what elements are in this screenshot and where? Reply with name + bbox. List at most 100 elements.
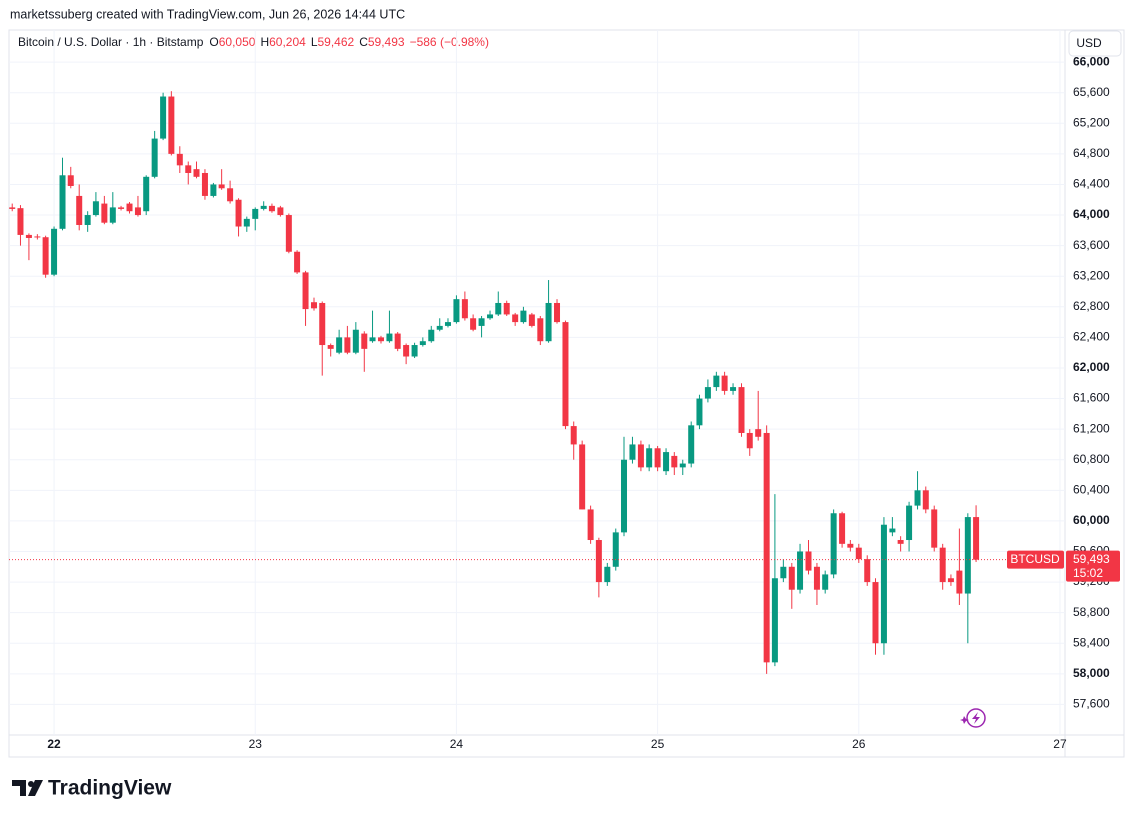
candle-body	[151, 138, 158, 177]
candle-body	[713, 375, 720, 388]
candle-body	[579, 444, 586, 510]
ohlc-label: L	[311, 35, 318, 49]
candle-body	[931, 509, 938, 548]
candle-body	[76, 195, 83, 225]
grid	[9, 30, 1065, 735]
y-tick-label: 58,400	[1073, 635, 1110, 649]
candle-body	[461, 299, 468, 319]
currency[interactable]: USD	[1076, 36, 1102, 50]
y-tick-label: 60,800	[1073, 452, 1110, 466]
y-tick-label: 65,200	[1073, 115, 1110, 129]
ticker: BTCUSD	[1010, 552, 1060, 566]
candle-body	[344, 337, 351, 353]
candle-body	[880, 524, 887, 644]
logo-text: TradingView	[48, 777, 172, 800]
candle-body	[570, 426, 577, 445]
lightning-icon[interactable]	[960, 708, 986, 728]
currency-button[interactable]	[1068, 30, 1122, 57]
candle-body	[587, 509, 594, 541]
change: −586 (−0.98%)	[410, 35, 489, 49]
candle-body	[914, 490, 921, 506]
candle-body	[118, 207, 125, 209]
candle-body	[470, 318, 477, 330]
candle-body	[168, 96, 175, 154]
ticker-tag	[1007, 550, 1064, 569]
candle-body	[419, 341, 426, 346]
y-tick-label: 61,600	[1073, 391, 1110, 405]
candle-body	[294, 251, 301, 273]
candle-body	[562, 322, 569, 427]
candle-body	[805, 551, 812, 571]
candle-body	[503, 302, 510, 315]
x-tick-label: 26	[852, 737, 866, 751]
candle-body	[201, 172, 208, 196]
candle-body	[25, 234, 32, 238]
candle-body	[101, 203, 108, 223]
candle-body	[235, 199, 242, 227]
candle-body	[495, 302, 502, 315]
y-tick-label: 58,000	[1073, 666, 1110, 680]
y-tick-label: 60,000	[1073, 513, 1110, 527]
candle-body	[947, 578, 954, 583]
candle-body	[906, 505, 913, 541]
candle-body	[319, 302, 326, 346]
candle-body	[176, 153, 183, 166]
candle-body	[310, 302, 317, 309]
ohlc-label: O	[209, 35, 218, 49]
countdown: 15:02	[1073, 566, 1103, 580]
x-tick-label: 25	[651, 737, 665, 751]
candle-body	[512, 314, 519, 323]
candle-body	[956, 570, 963, 594]
candle-body	[369, 337, 376, 342]
candle-body	[109, 207, 116, 223]
frame	[8, 29, 1125, 758]
x-tick-label: 24	[450, 737, 464, 751]
candle-body	[403, 345, 410, 357]
candle-body	[872, 582, 879, 644]
candle-body	[160, 96, 167, 139]
candle-body	[134, 207, 141, 216]
candle-body	[227, 188, 234, 202]
candle-body	[704, 387, 711, 399]
candle-body	[554, 302, 561, 323]
candle-body	[444, 322, 451, 326]
candle-body	[537, 318, 544, 342]
candle-body	[336, 337, 343, 353]
y-tick-label: 64,400	[1073, 177, 1110, 191]
candle-body	[126, 203, 133, 212]
x-tick-label: 22	[47, 737, 61, 751]
candle-body	[361, 333, 368, 349]
candle-body	[746, 432, 753, 449]
candle-body	[545, 302, 552, 342]
x-tick-label: 23	[249, 737, 263, 751]
candle-body	[528, 314, 535, 326]
candle-body	[453, 299, 460, 323]
candle-body	[478, 318, 485, 326]
logo-mark	[12, 780, 43, 796]
candle-body	[302, 272, 309, 310]
candle-body	[143, 176, 150, 212]
candle-body	[428, 329, 435, 342]
y-tick-label: 60,400	[1073, 482, 1110, 496]
x-tick-label: 27	[1053, 737, 1067, 751]
candle-body	[604, 566, 611, 583]
y-tick-label: 61,200	[1073, 421, 1110, 435]
candle-body	[193, 169, 200, 177]
ohlc-label: H	[260, 35, 269, 49]
candle-body	[864, 559, 871, 583]
candle-body	[487, 314, 494, 319]
ohlc-label: C	[359, 35, 368, 49]
candle-body	[595, 540, 602, 583]
candle-body	[646, 448, 653, 468]
y-tick-label: 62,000	[1073, 360, 1110, 374]
candle-body	[830, 513, 837, 575]
candle-body	[679, 463, 686, 468]
candle-body	[84, 215, 91, 225]
y-tick-label: 62,800	[1073, 299, 1110, 313]
y-tick-label: 57,600	[1073, 697, 1110, 711]
ohlc-value: 60,204	[269, 35, 306, 49]
candle-body	[218, 184, 225, 189]
candle-body	[327, 345, 334, 349]
